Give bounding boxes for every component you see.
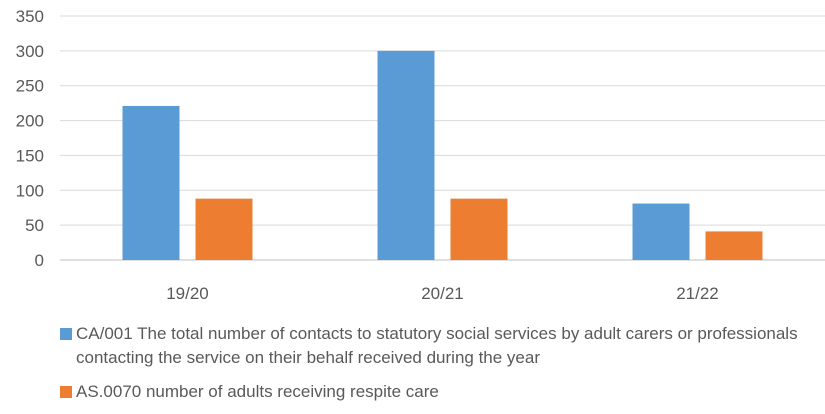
x-tick-label: 19/20 — [166, 284, 209, 303]
legend-item-series-1: CA/001 The total number of contacts to s… — [60, 322, 820, 370]
y-axis: 0 50 100 150 200 250 300 350 — [16, 7, 44, 270]
legend-swatch-series-1 — [60, 328, 72, 340]
y-tick-label: 150 — [16, 146, 44, 165]
y-tick-label: 0 — [35, 251, 44, 270]
y-tick-label: 250 — [16, 77, 44, 96]
gridlines — [60, 15, 825, 261]
y-tick-label: 300 — [16, 42, 44, 61]
bar-series-2-19-20 — [195, 198, 253, 260]
bars — [122, 50, 763, 260]
bar-series-1-19-20 — [122, 105, 180, 260]
y-tick-label: 100 — [16, 181, 44, 200]
bar-series-1-21-22 — [632, 203, 690, 260]
bar-series-1-20-21 — [377, 50, 435, 260]
y-tick-label: 350 — [16, 7, 44, 26]
legend-label-series-1: CA/001 The total number of contacts to s… — [76, 324, 798, 367]
legend-swatch-series-2 — [60, 386, 72, 398]
legend: CA/001 The total number of contacts to s… — [60, 322, 820, 404]
x-axis: 19/20 20/21 21/22 — [166, 284, 719, 303]
legend-label-series-2: AS.0070 number of adults receiving respi… — [76, 382, 439, 401]
x-tick-label: 20/21 — [421, 284, 464, 303]
y-tick-label: 200 — [16, 112, 44, 131]
y-tick-label: 50 — [25, 216, 44, 235]
x-tick-label: 21/22 — [676, 284, 719, 303]
bar-series-2-20-21 — [450, 198, 508, 260]
bar-series-2-21-22 — [705, 231, 763, 260]
bar-chart: 0 50 100 150 200 250 300 350 19/20 20/21 21/22 — [16, 7, 825, 303]
legend-item-series-2: AS.0070 number of adults receiving respi… — [60, 380, 820, 404]
